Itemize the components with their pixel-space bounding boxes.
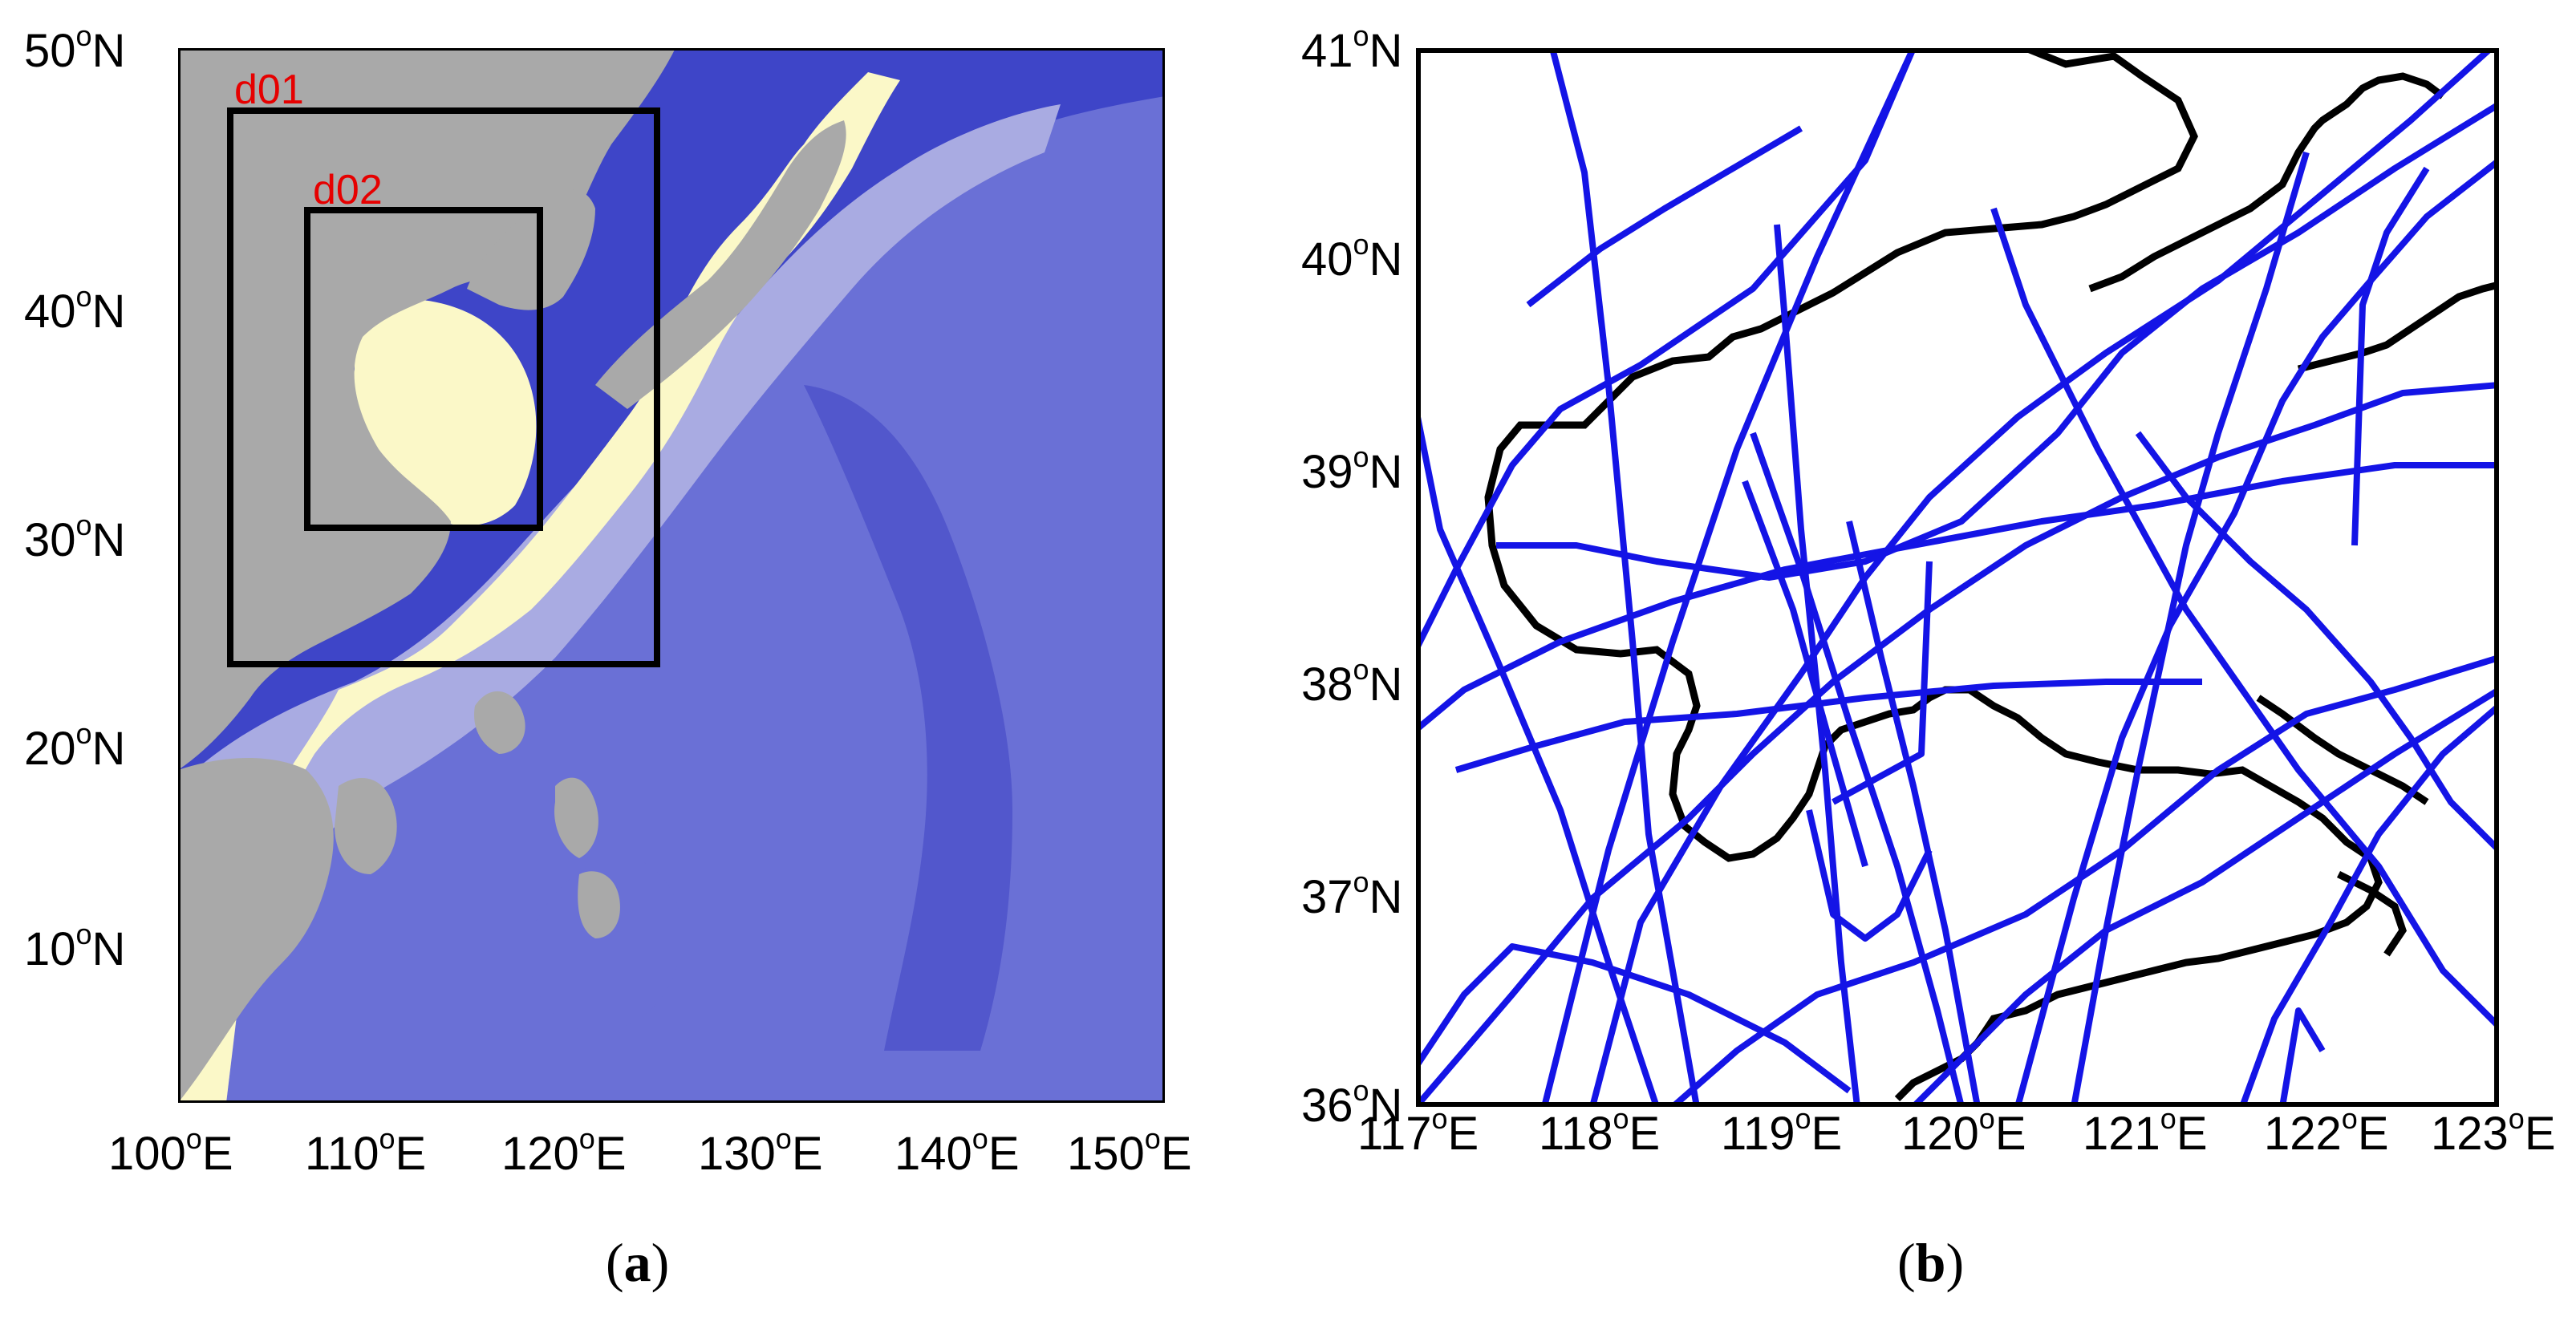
track-line [1774, 224, 1860, 1107]
domain-d02-label: d02 [313, 167, 383, 213]
panel-a-lat-tick: 10oN [24, 918, 126, 976]
track-line [2014, 157, 2499, 1107]
domain-d01-box [227, 107, 660, 667]
panel-b-lon-tick: 120oE [1901, 1102, 2026, 1161]
ship-tracks [1416, 48, 2499, 1107]
track-line [1416, 462, 2499, 733]
track-line [1846, 521, 1981, 1107]
track-line [2239, 703, 2499, 1107]
panel-b-lon-tick: 119oE [1721, 1102, 1843, 1161]
panel-a-map [178, 48, 1165, 1103]
panel-a-lon-tick: 100oE [108, 1122, 233, 1181]
bohai-yellow-sea [353, 298, 537, 526]
panel-b-lon-tick: 121oE [2083, 1102, 2208, 1161]
track-line [1990, 207, 2499, 1029]
korea-peninsula [467, 189, 595, 310]
track-line [1416, 943, 1852, 1094]
domain-d01-label: d01 [234, 67, 304, 113]
coastline-liaodong [2088, 72, 2445, 293]
panel-b-lat-tick: 38oN [1301, 653, 1403, 711]
domain-d02-box [304, 207, 543, 531]
coastline-shandong [1484, 48, 2383, 1102]
panel-b-lat-tick: 39oN [1301, 440, 1403, 499]
panel-b-lat-tick: 36oN [1301, 1074, 1403, 1133]
panel-a-lat-tick: 20oN [24, 717, 126, 776]
panel-b-map-canvas [1416, 48, 2499, 1107]
panel-b-caption: (b) [1897, 1232, 1965, 1293]
track-line [1911, 687, 2499, 1107]
track-line [1549, 48, 1700, 1107]
track-line [1526, 125, 1803, 308]
panel-a-caption: (a) [606, 1232, 670, 1293]
track-line [1806, 809, 1933, 942]
track-line [2071, 151, 2310, 1107]
panel-b-frame [1416, 48, 2499, 1107]
track-line [1832, 561, 1933, 805]
panel-b-lat-tick: 40oN [1301, 228, 1403, 286]
track-line [1750, 432, 1965, 1107]
panel-a-lat-tick: 40oN [24, 280, 126, 338]
panel-a-lon-tick: 110oE [305, 1122, 427, 1181]
panel-b-lon-tick: 122oE [2264, 1102, 2389, 1161]
track-line [1589, 48, 2493, 1107]
coastline-korea-west [2297, 281, 2499, 373]
track-line [1454, 679, 2202, 773]
panel-a-lon-tick: 140oE [895, 1122, 1020, 1181]
panel-a-lon-tick: 130oE [698, 1122, 823, 1181]
coastline-islands [2336, 870, 2407, 957]
panel-b-lon-tick: 123oE [2431, 1102, 2556, 1161]
panel-b-lon-tick: 118oE [1539, 1102, 1661, 1161]
panel-a-lon-tick: 150oE [1067, 1122, 1192, 1181]
mid-depth-band [178, 96, 1165, 1103]
panel-b-lon-tick: 117oE [1357, 1102, 1479, 1161]
deep-trench [804, 385, 1012, 1051]
panel-b-map [1416, 48, 2499, 1107]
panel-a-map-canvas [178, 48, 1165, 1103]
panel-a-lon-tick: 120oE [501, 1122, 627, 1181]
track-line [1416, 48, 1917, 651]
hainan [335, 778, 397, 874]
panel-a-frame [178, 48, 1165, 1103]
coastline-north-korea [2256, 695, 2429, 805]
panel-a-lat-tick: 50oN [24, 19, 126, 78]
panel-b-lat-tick: 37oN [1301, 865, 1403, 924]
indochina [178, 758, 334, 1103]
track-line [1416, 408, 1660, 1107]
panel-a-lat-tick: 30oN [24, 509, 126, 567]
basin-south [529, 857, 682, 1032]
track-line [1742, 480, 1868, 868]
philippines [554, 777, 620, 938]
track-line [2279, 1007, 2326, 1107]
track-line [1670, 654, 2499, 1107]
taiwan [474, 691, 525, 754]
panel-b-lat-tick: 41oN [1301, 19, 1403, 78]
track-line [1496, 101, 2499, 581]
track-line [2351, 166, 2430, 546]
